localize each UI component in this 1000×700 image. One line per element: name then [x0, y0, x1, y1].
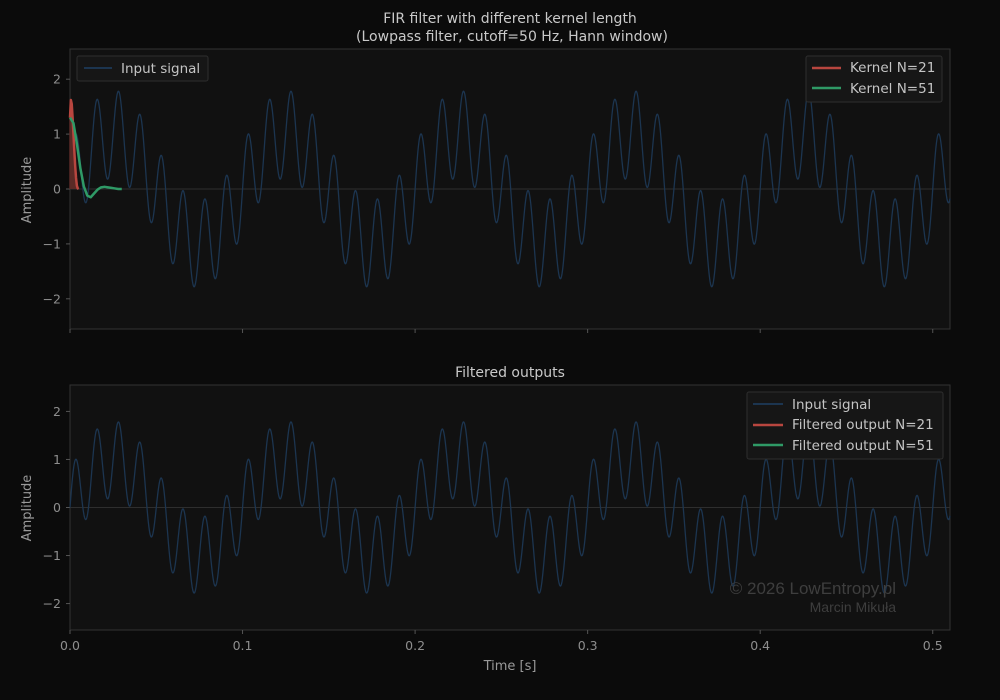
bottom-ytick-label: −2: [43, 596, 61, 611]
top-plot: −2 −1 0 1 2: [43, 72, 951, 333]
bottom-legend: Input signal Filtered output N=21 Filter…: [746, 391, 944, 460]
legend-label-n21: Kernel N=21: [850, 60, 935, 76]
bottom-ytick-label: 1: [53, 452, 61, 467]
legend-label-out51: Filtered output N=51: [792, 438, 934, 454]
chart-title: FIR filter with different kernel length: [383, 11, 637, 27]
bottom-panel-title: Filtered outputs: [455, 365, 565, 381]
kernel-n21-line: [68, 98, 80, 191]
bottom-xtick-label: 0.3: [578, 638, 598, 653]
bottom-ytick-label: −1: [43, 548, 61, 563]
watermark-copyright: © 2026 LowEntropy.pl: [730, 579, 896, 598]
legend-label-n51: Kernel N=51: [850, 81, 935, 97]
bottom-xtick-label: 0.2: [405, 638, 425, 653]
legend-label-input: Input signal: [121, 61, 200, 77]
bottom-xtick-label: 0.1: [233, 638, 253, 653]
bottom-ytick-label: 2: [53, 404, 61, 419]
top-right-legend: Kernel N=21 Kernel N=51: [805, 55, 943, 103]
chart-subtitle: (Lowpass filter, cutoff=50 Hz, Hann wind…: [356, 29, 668, 45]
top-ytick-label: −1: [43, 236, 61, 251]
kernel-n51-line: [68, 116, 122, 199]
top-ytick-label: 2: [53, 72, 61, 87]
bottom-xlabel: Time [s]: [483, 659, 537, 674]
top-ytick-label: 0: [53, 182, 61, 197]
top-input-signal-line: [69, 90, 951, 288]
legend-label-input: Input signal: [792, 397, 871, 413]
top-left-legend: Input signal: [76, 55, 209, 82]
top-ytick-label: −2: [43, 291, 61, 306]
legend-label-out21: Filtered output N=21: [792, 417, 934, 433]
top-ylabel: Amplitude: [20, 157, 35, 224]
top-ytick-label: 1: [53, 127, 61, 142]
legend-box: [76, 55, 209, 82]
bottom-xtick-label: 0.4: [750, 638, 770, 653]
legend-box: [746, 391, 944, 460]
bottom-ytick-label: 0: [53, 500, 61, 515]
bottom-ylabel: Amplitude: [20, 475, 35, 542]
bottom-xtick-label: 0.0: [60, 638, 80, 653]
watermark-author: Marcin Mikuła: [810, 599, 897, 615]
bottom-xtick-label: 0.5: [923, 638, 943, 653]
